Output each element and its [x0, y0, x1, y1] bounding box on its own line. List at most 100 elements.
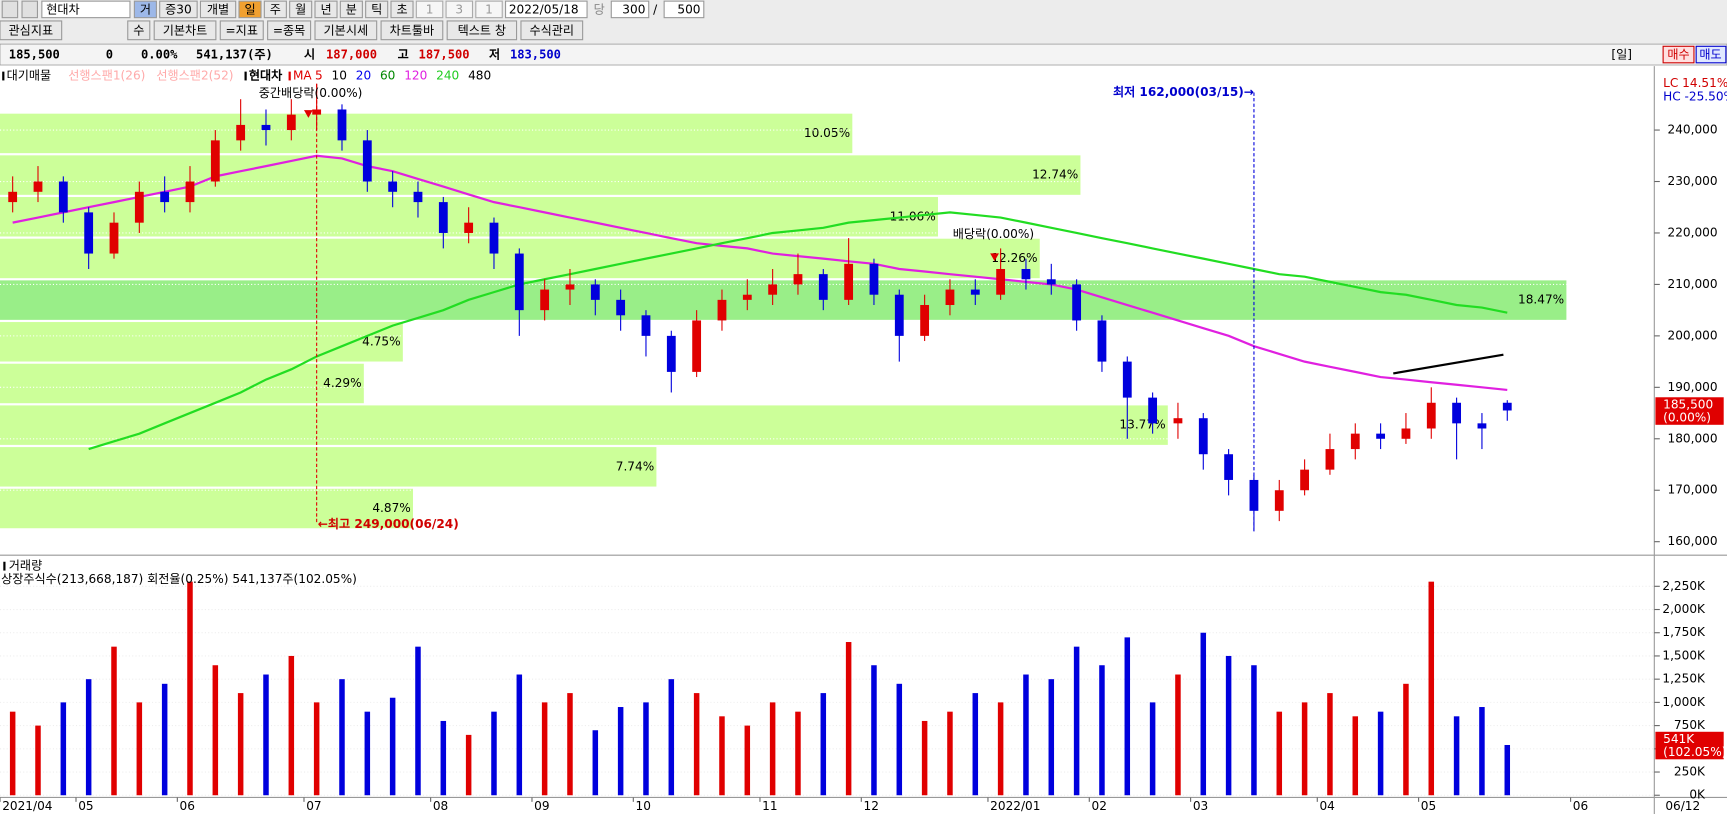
- volume-bar: [1200, 632, 1207, 796]
- toolbar-button[interactable]: [520, 20, 584, 41]
- y-tick-label: 200,000: [1668, 328, 1718, 342]
- min-label: 최저 162,000(03/15)→: [1113, 84, 1254, 99]
- y-tick-label: 210,000: [1668, 277, 1718, 291]
- buy-button[interactable]: [1662, 45, 1695, 64]
- toolbar-button[interactable]: [199, 0, 237, 19]
- ma-legend-item: 480: [468, 69, 491, 83]
- volume-bar: [187, 581, 193, 796]
- y-tick-label: 750K: [1674, 718, 1706, 732]
- volume-bar: [820, 693, 827, 796]
- candle-body: [1173, 418, 1183, 424]
- volume-bar: [136, 702, 143, 796]
- candle-body: [1376, 433, 1386, 439]
- ma-legend-item: 10: [332, 69, 347, 83]
- toolbar-button[interactable]: [289, 0, 313, 19]
- toolbar-button[interactable]: [153, 20, 217, 41]
- candle-body: [793, 274, 803, 285]
- dividend-label: 중간배당락(0.00%): [259, 86, 363, 100]
- high-label: 고: [398, 48, 409, 62]
- toolbar-button[interactable]: [133, 0, 157, 19]
- spin-box[interactable]: [445, 0, 474, 19]
- spin-box[interactable]: [415, 0, 444, 19]
- candle-body: [717, 299, 727, 321]
- candle-body: [565, 284, 575, 290]
- volume-bar: [871, 665, 877, 796]
- volume-profile-band: [0, 447, 657, 487]
- volume-bar: [1327, 693, 1333, 796]
- candle-body: [540, 289, 550, 311]
- toolbar-button[interactable]: [365, 0, 389, 19]
- last-volume-rate: (102.05%): [1663, 745, 1726, 759]
- volume-bar: [567, 693, 573, 796]
- count-value: 300: [622, 2, 645, 16]
- volume-bar: [744, 725, 751, 796]
- toolbar-button[interactable]: [267, 20, 312, 41]
- x-tick-label: 06: [180, 799, 195, 813]
- candle-body: [489, 222, 499, 254]
- volume-profile-label: 4.87%: [372, 501, 410, 515]
- y-tick-label: 1,500K: [1662, 648, 1706, 662]
- y-tick-label: 180,000: [1668, 431, 1718, 445]
- volume-bar: [339, 679, 345, 796]
- open-label: 시: [304, 48, 315, 62]
- toolbar-button[interactable]: [263, 0, 287, 19]
- quote-open: 187,000: [326, 48, 377, 62]
- candle-body: [894, 294, 904, 336]
- legend-label: 선행스팬1(26): [68, 68, 145, 83]
- volume-title: 거래량: [9, 559, 42, 573]
- total-box[interactable]: [663, 0, 705, 19]
- toolbar-button-label: =지표: [226, 23, 258, 37]
- refresh-icon[interactable]: [21, 0, 38, 19]
- toolbar-button-label: 틱: [371, 2, 382, 16]
- toolbar-button-label: 기본시세: [324, 23, 369, 37]
- volume-bar: [1225, 655, 1232, 796]
- stock-input[interactable]: [41, 0, 131, 19]
- toolbar-button[interactable]: [446, 20, 518, 41]
- volume-bar: [1276, 711, 1283, 796]
- volume-profile-label: 13.77%: [1119, 418, 1165, 432]
- total-value: 500: [677, 2, 700, 16]
- candle-body: [1477, 423, 1487, 429]
- toolbar-button-label: 수식관리: [530, 23, 575, 37]
- x-tick-label: 08: [433, 799, 448, 813]
- candle-body: [1198, 418, 1208, 455]
- candle-body: [1300, 469, 1310, 491]
- ma-legend-item: 5: [315, 69, 323, 83]
- sell-button[interactable]: [1695, 45, 1727, 64]
- volume-profile-label: 12.26%: [991, 251, 1037, 265]
- volume-bar: [921, 720, 928, 796]
- toolbar-button-label: 개별: [207, 2, 229, 16]
- period-label: [일]: [1611, 48, 1632, 62]
- toolbar-button[interactable]: [238, 0, 262, 19]
- candle-body: [109, 222, 119, 254]
- y-tick-label: 0K: [1689, 788, 1706, 802]
- candle-body: [590, 284, 600, 300]
- search-icon[interactable]: [1, 0, 19, 19]
- volume-profile-label: 4.75%: [362, 334, 400, 348]
- volume-profile-label: 10.05%: [804, 126, 850, 140]
- toolbar-button[interactable]: [127, 20, 151, 41]
- candle-body: [666, 335, 676, 372]
- volume-profile-band: [0, 488, 414, 529]
- toolbar-button[interactable]: [314, 20, 378, 41]
- toolbar-button[interactable]: [390, 0, 414, 19]
- quote-low: 183,500: [510, 48, 561, 62]
- toolbar-button[interactable]: [159, 0, 198, 19]
- toolbar-button[interactable]: [380, 20, 444, 41]
- toolbar-button[interactable]: [219, 20, 264, 41]
- volume-bar: [896, 683, 903, 796]
- toolbar-button[interactable]: [314, 0, 338, 19]
- spin-value: 1: [485, 2, 493, 16]
- volume-bar: [161, 683, 168, 796]
- candle-body: [1021, 268, 1031, 280]
- count-box[interactable]: [610, 0, 650, 19]
- date-box[interactable]: [504, 0, 588, 19]
- volume-bar: [1504, 744, 1511, 796]
- toolbar-button[interactable]: [339, 0, 363, 19]
- spin-box[interactable]: [475, 0, 503, 19]
- toolbar-button-label: 분: [346, 2, 357, 16]
- toolbar-button[interactable]: [0, 20, 63, 41]
- legend-label: 대기매물: [7, 69, 52, 83]
- candle-body: [58, 181, 68, 213]
